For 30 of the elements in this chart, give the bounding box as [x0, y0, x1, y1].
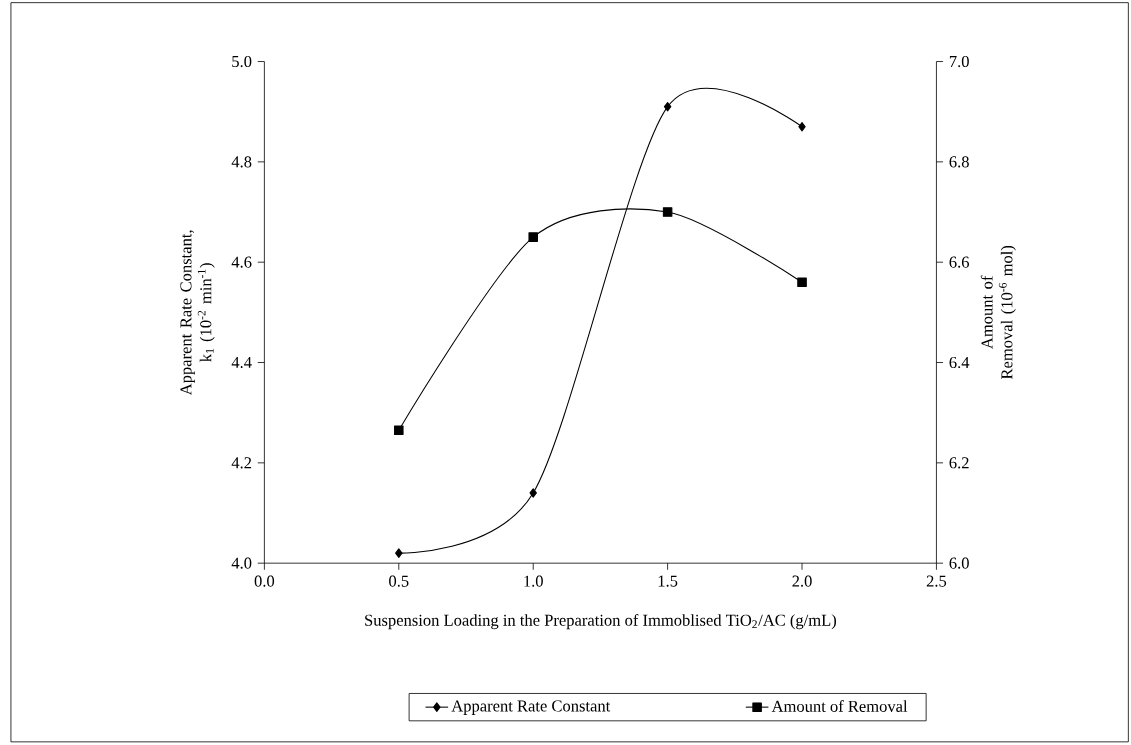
point [663, 102, 672, 112]
y2-tick-label: 6.6 [949, 256, 970, 269]
x-tick-label: 1.5 [658, 575, 678, 587]
point [394, 425, 404, 436]
y2-tick-label: 6.4 [949, 357, 970, 369]
point [528, 232, 538, 243]
y-tick-label: 4.8 [231, 156, 252, 168]
y-tick-label: 4.0 [231, 557, 252, 570]
point [529, 488, 537, 498]
y2-tick-label: 6.0 [949, 557, 969, 570]
y-tick-label: 4.2 [231, 457, 252, 469]
y2-tick-label: 6.8 [949, 156, 969, 168]
x-tick-label: 2.5 [926, 575, 947, 587]
point [662, 207, 673, 218]
x-tick-label: 0.5 [389, 575, 409, 588]
x-axis-title: Suspension Loading in the Preparation of Immoblised TiO$_{2}$/AC (g/mL) [365, 614, 837, 630]
point [797, 277, 807, 288]
y-tick-label: 4.6 [231, 256, 252, 269]
point [395, 548, 403, 559]
point [798, 122, 806, 132]
y2-axis-title: Amount of Removal (10$^{-6}$ mol) [980, 246, 1016, 380]
legend-label: Amount of Removal [771, 700, 908, 713]
x-tick-label: 2.0 [792, 575, 812, 588]
y2-tick-label: 6.2 [949, 457, 969, 469]
x-tick-label: 0.0 [254, 575, 275, 588]
y2-tick-label: 7.0 [949, 56, 969, 68]
legend-label: Apparent Rate Constant [451, 700, 611, 716]
y-tick-label: 4.4 [231, 357, 252, 369]
x-tick-label: 1.0 [524, 575, 543, 588]
y-tick-label: 5.0 [232, 56, 252, 68]
